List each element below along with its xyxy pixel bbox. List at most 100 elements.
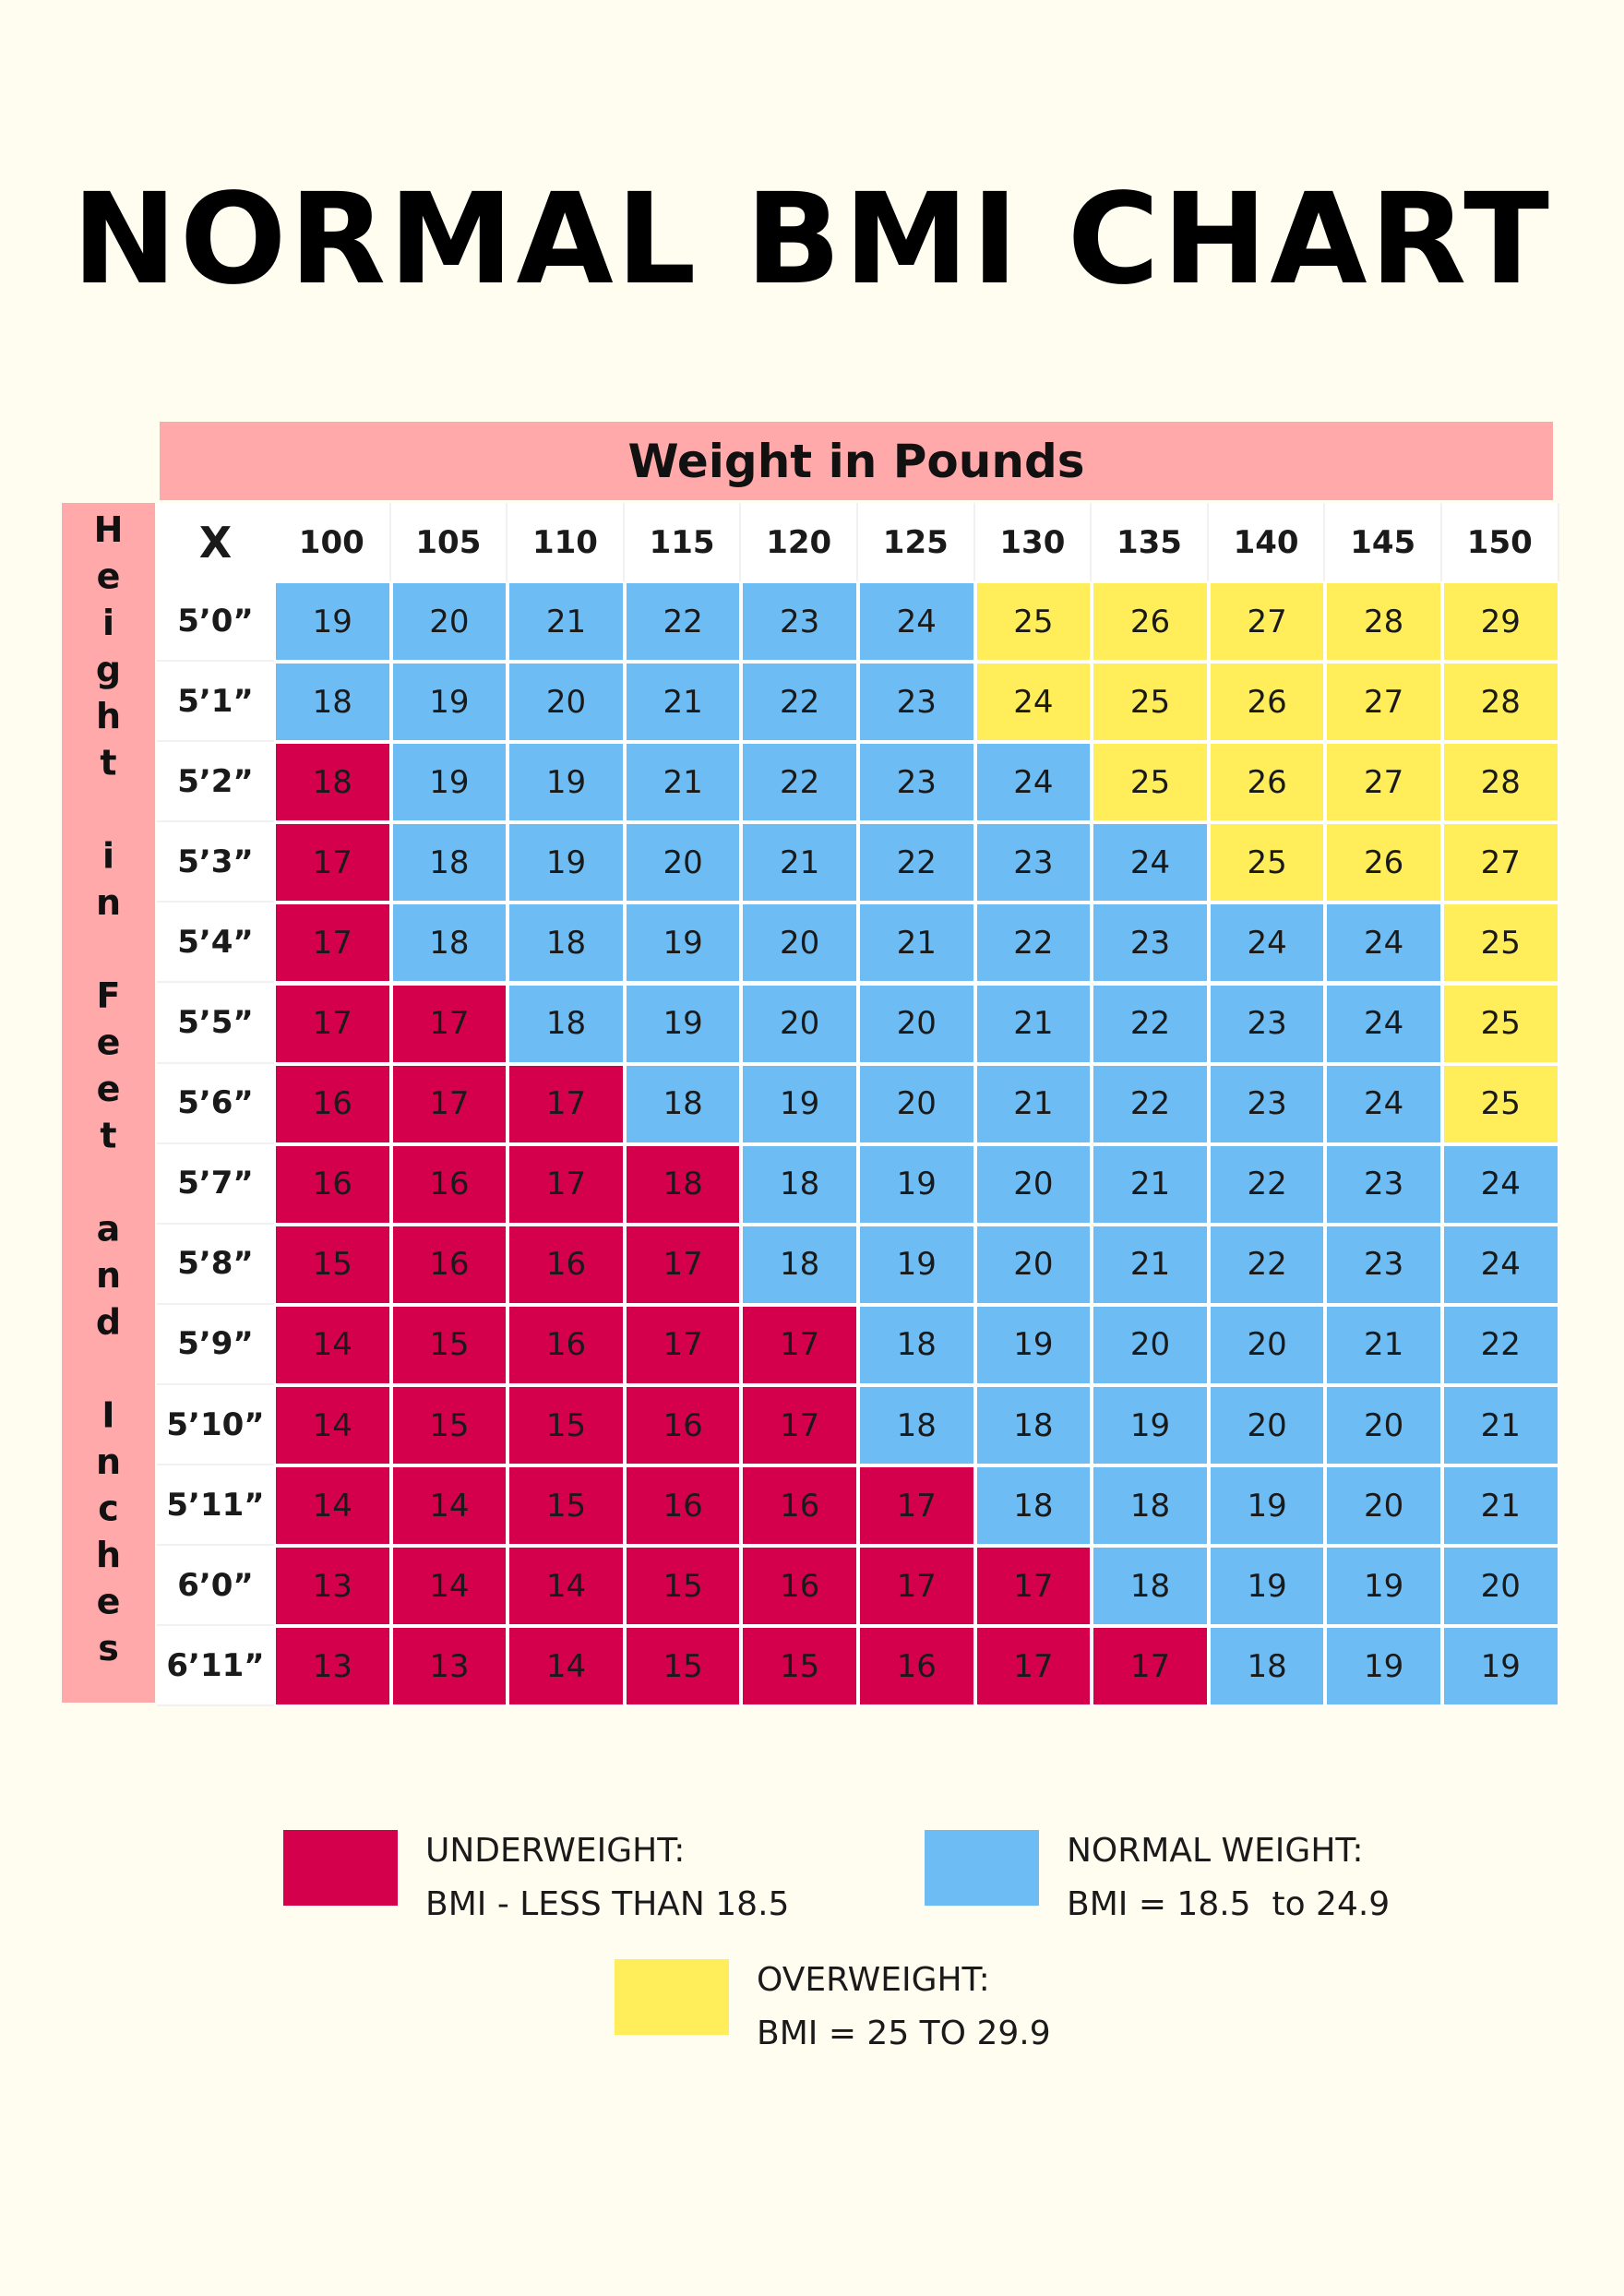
bmi-cell: 18 bbox=[624, 1143, 742, 1225]
bmi-cell: 17 bbox=[624, 1304, 742, 1385]
height-row-header: 5’3” bbox=[157, 822, 274, 903]
legend-range: BMI = 25 TO 29.9 bbox=[757, 2015, 1051, 2052]
height-row-header: 5’10” bbox=[157, 1385, 274, 1466]
height-axis-letter: F bbox=[97, 975, 121, 1016]
bmi-cell: 14 bbox=[390, 1465, 508, 1547]
bmi-cell: 24 bbox=[1325, 983, 1442, 1064]
bmi-cell: 15 bbox=[508, 1385, 625, 1466]
weight-column-header: 115 bbox=[624, 503, 742, 581]
bmi-cell: 21 bbox=[624, 662, 742, 743]
bmi-cell: 19 bbox=[1325, 1546, 1442, 1627]
height-axis-letter: i bbox=[102, 603, 114, 643]
bmi-cell: 27 bbox=[1442, 822, 1559, 903]
bmi-cell: 23 bbox=[858, 742, 975, 823]
bmi-cell: 18 bbox=[390, 822, 508, 903]
bmi-cell: 26 bbox=[1092, 581, 1209, 663]
height-row-header: 5’5” bbox=[157, 983, 274, 1064]
bmi-cell: 25 bbox=[1442, 1063, 1559, 1144]
bmi-cell: 15 bbox=[508, 1465, 625, 1547]
bmi-cell: 21 bbox=[1325, 1304, 1442, 1385]
bmi-cell: 17 bbox=[274, 822, 391, 903]
bmi-cell: 25 bbox=[974, 581, 1093, 663]
height-axis-letter: e bbox=[97, 1022, 121, 1063]
bmi-cell: 21 bbox=[974, 1063, 1093, 1144]
bmi-cell: 17 bbox=[974, 1626, 1093, 1707]
bmi-cell: 24 bbox=[1325, 1063, 1442, 1144]
bmi-cell: 18 bbox=[741, 1143, 858, 1225]
bmi-cell: 19 bbox=[1208, 1465, 1326, 1547]
bmi-cell: 20 bbox=[624, 822, 742, 903]
bmi-cell: 22 bbox=[1208, 1224, 1326, 1305]
height-row-header: 5’0” bbox=[157, 581, 274, 663]
bmi-cell: 19 bbox=[508, 742, 625, 823]
bmi-cell: 19 bbox=[741, 1063, 858, 1144]
bmi-cell: 18 bbox=[508, 983, 625, 1064]
bmi-cell: 20 bbox=[858, 983, 975, 1064]
bmi-cell: 23 bbox=[1208, 983, 1326, 1064]
height-row-header: 6’11” bbox=[157, 1626, 274, 1707]
bmi-cell: 23 bbox=[1092, 903, 1209, 984]
bmi-cell: 16 bbox=[390, 1143, 508, 1225]
bmi-cell: 29 bbox=[1442, 581, 1559, 663]
bmi-cell: 20 bbox=[1208, 1304, 1326, 1385]
bmi-cell: 17 bbox=[274, 903, 391, 984]
height-axis-letter: s bbox=[98, 1628, 119, 1668]
bmi-cell: 14 bbox=[274, 1304, 391, 1385]
bmi-cell: 22 bbox=[741, 742, 858, 823]
height-row-header: 5’2” bbox=[157, 742, 274, 823]
bmi-cell: 19 bbox=[390, 662, 508, 743]
corner-label: X bbox=[157, 503, 274, 581]
bmi-cell: 18 bbox=[974, 1465, 1093, 1547]
bmi-cell: 20 bbox=[1208, 1385, 1326, 1466]
bmi-cell: 20 bbox=[390, 581, 508, 663]
bmi-cell: 26 bbox=[1208, 662, 1326, 743]
bmi-cell: 21 bbox=[1092, 1143, 1209, 1225]
weight-column-header: 125 bbox=[858, 503, 975, 581]
bmi-cell: 18 bbox=[274, 742, 391, 823]
bmi-cell: 14 bbox=[508, 1626, 625, 1707]
bmi-cell: 17 bbox=[1092, 1626, 1209, 1707]
legend-range: BMI - LESS THAN 18.5 bbox=[425, 1885, 790, 1923]
bmi-cell: 27 bbox=[1325, 742, 1442, 823]
bmi-cell: 22 bbox=[974, 903, 1093, 984]
legend-range: BMI = 18.5 to 24.9 bbox=[1067, 1885, 1391, 1923]
bmi-cell: 18 bbox=[274, 662, 391, 743]
bmi-cell: 22 bbox=[624, 581, 742, 663]
weight-column-header: 120 bbox=[741, 503, 858, 581]
height-axis-letter: c bbox=[98, 1489, 119, 1529]
bmi-cell: 17 bbox=[508, 1143, 625, 1225]
bmi-cell: 21 bbox=[741, 822, 858, 903]
bmi-cell: 24 bbox=[974, 742, 1093, 823]
weight-column-header: 110 bbox=[508, 503, 625, 581]
bmi-cell: 20 bbox=[858, 1063, 975, 1144]
height-row-header: 5’1” bbox=[157, 662, 274, 743]
legend-text: UNDERWEIGHT: BMI - LESS THAN 18.5 bbox=[425, 1824, 789, 1931]
bmi-cell: 20 bbox=[741, 903, 858, 984]
bmi-cell: 13 bbox=[274, 1626, 391, 1707]
bmi-cell: 18 bbox=[858, 1385, 975, 1466]
bmi-cell: 17 bbox=[274, 983, 391, 1064]
weight-axis-label-text: Weight in Pounds bbox=[627, 434, 1085, 488]
bmi-cell: 20 bbox=[974, 1224, 1093, 1305]
bmi-cell: 17 bbox=[741, 1304, 858, 1385]
bmi-cell: 14 bbox=[508, 1546, 625, 1627]
bmi-cell: 23 bbox=[858, 662, 975, 743]
bmi-cell: 19 bbox=[974, 1304, 1093, 1385]
bmi-cell: 17 bbox=[624, 1224, 742, 1305]
bmi-cell: 19 bbox=[1208, 1546, 1326, 1627]
bmi-cell: 24 bbox=[974, 662, 1093, 743]
bmi-cell: 22 bbox=[1092, 983, 1209, 1064]
bmi-cell: 21 bbox=[1092, 1224, 1209, 1305]
height-row-header: 5’9” bbox=[157, 1304, 274, 1385]
height-axis-letter: i bbox=[102, 836, 114, 877]
legend-text: NORMAL WEIGHT: BMI = 18.5 to 24.9 bbox=[1067, 1824, 1390, 1931]
bmi-cell: 20 bbox=[508, 662, 625, 743]
height-row-header: 5’7” bbox=[157, 1143, 274, 1225]
bmi-cell: 26 bbox=[1325, 822, 1442, 903]
bmi-cell: 21 bbox=[508, 581, 625, 663]
weight-column-header: 100 bbox=[274, 503, 391, 581]
bmi-cell: 24 bbox=[1092, 822, 1209, 903]
bmi-cell: 24 bbox=[1442, 1224, 1559, 1305]
bmi-cell: 16 bbox=[858, 1626, 975, 1707]
